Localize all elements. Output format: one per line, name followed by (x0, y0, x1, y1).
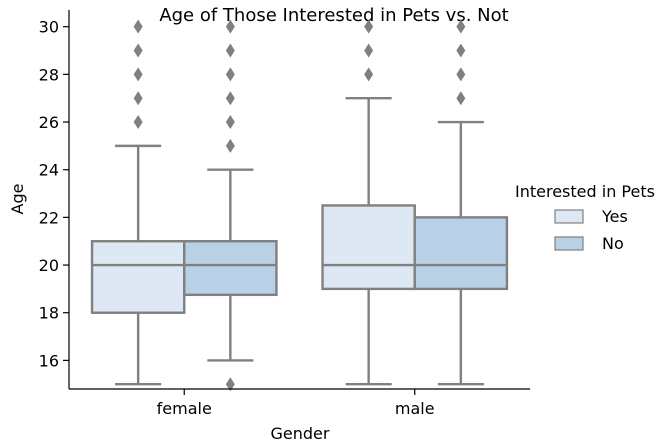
outlier-point (225, 377, 235, 392)
outlier-point (225, 43, 235, 58)
y-tick-label: 18 (39, 304, 59, 323)
outlier-point (364, 43, 374, 58)
legend: Interested in Pets Yes No (515, 182, 655, 253)
y-axis-ticks: 16 18 20 22 24 26 28 30 (39, 18, 69, 370)
x-axis-label: Gender (271, 424, 330, 443)
outlier-point (225, 19, 235, 34)
x-axis-ticks: female male (157, 389, 435, 418)
legend-label-yes: Yes (601, 207, 628, 226)
outlier-point (225, 138, 235, 153)
y-tick-label: 30 (39, 18, 59, 37)
iqr-box (90, 240, 186, 314)
x-tick-label: female (157, 399, 212, 418)
outlier-point (133, 91, 143, 106)
legend-swatch-no (554, 236, 584, 251)
y-tick-label: 24 (39, 161, 59, 180)
outlier-point (133, 67, 143, 82)
y-axis-label: Age (8, 184, 27, 215)
box-male-no (413, 19, 509, 386)
plot-area (90, 19, 509, 392)
y-tick-label: 28 (39, 65, 59, 84)
y-tick-label: 26 (39, 113, 59, 132)
outlier-point (364, 67, 374, 82)
legend-swatch-yes (554, 209, 584, 224)
iqr-box (183, 240, 278, 297)
outlier-point (364, 19, 374, 34)
iqr-box (413, 216, 509, 291)
box-female-yes (90, 19, 186, 386)
outlier-point (456, 91, 466, 106)
outlier-point (456, 67, 466, 82)
legend-title: Interested in Pets (515, 182, 655, 201)
legend-label-no: No (602, 234, 624, 253)
outlier-point (225, 91, 235, 106)
outlier-point (133, 19, 143, 34)
outlier-point (225, 115, 235, 130)
outlier-point (133, 43, 143, 58)
y-tick-label: 22 (39, 208, 59, 227)
chart-title: Age of Those Interested in Pets vs. Not (159, 5, 508, 26)
y-tick-label: 20 (39, 256, 59, 275)
x-tick-label: male (395, 399, 435, 418)
outlier-point (133, 115, 143, 130)
y-tick-label: 16 (39, 351, 59, 370)
box-male-yes (321, 19, 416, 386)
outlier-point (225, 67, 235, 82)
iqr-box (321, 204, 416, 291)
outlier-point (456, 19, 466, 34)
outlier-point (456, 43, 466, 58)
box-female-no (183, 19, 278, 392)
